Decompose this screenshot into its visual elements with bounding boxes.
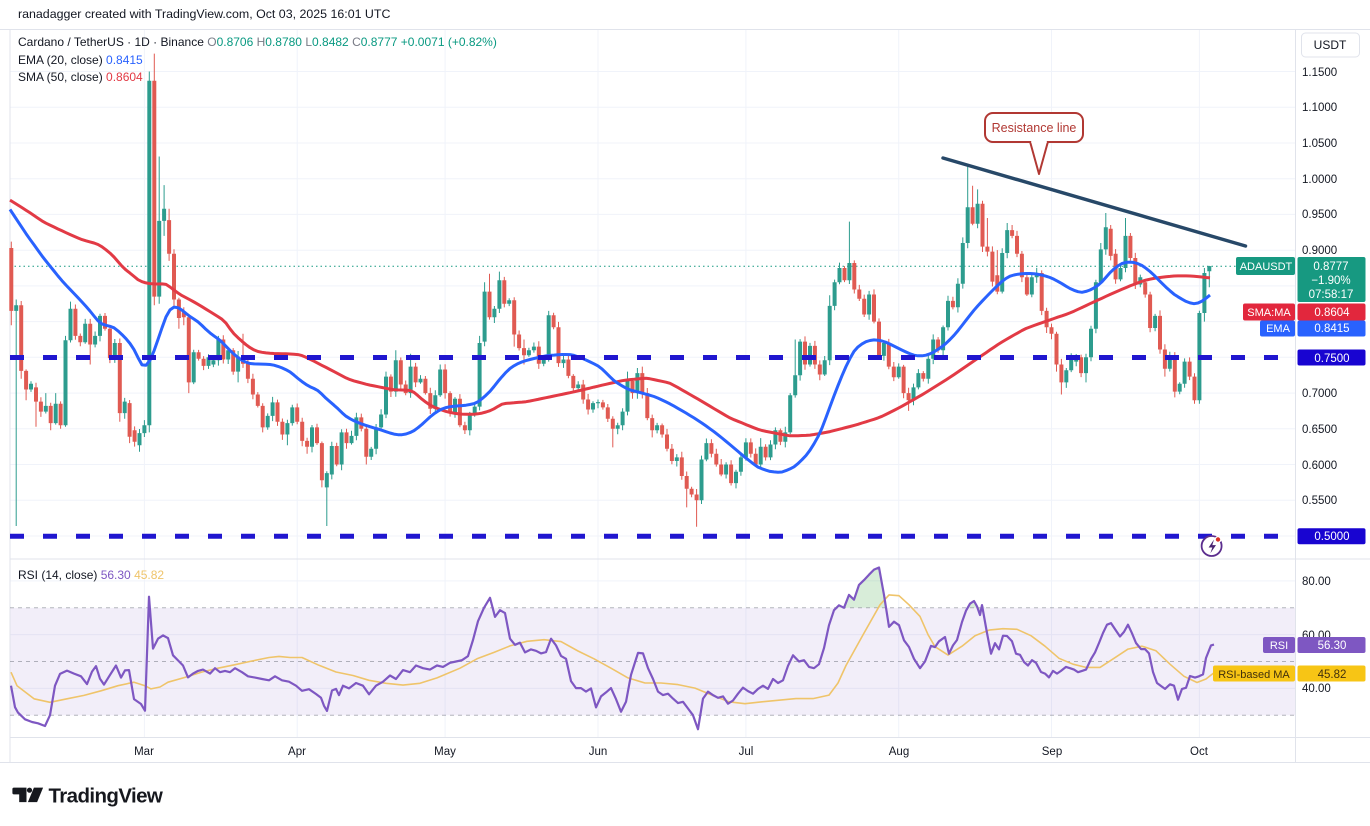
svg-text:1.1500: 1.1500 — [1302, 67, 1337, 79]
svg-text:Apr: Apr — [288, 746, 306, 758]
svg-text:Resistance line: Resistance line — [992, 121, 1077, 135]
svg-text:ranadagger created with Tradin: ranadagger created with TradingView.com,… — [18, 7, 390, 21]
svg-text:EMA (20, close) 0.8415: EMA (20, close) 0.8415 — [18, 53, 143, 67]
svg-text:−1.90%: −1.90% — [1311, 275, 1350, 287]
svg-text:0.6500: 0.6500 — [1302, 424, 1337, 436]
svg-text:SMA:MA: SMA:MA — [1247, 307, 1291, 319]
svg-text:Oct: Oct — [1190, 746, 1209, 758]
svg-text:Sep: Sep — [1042, 746, 1062, 758]
svg-text:ADAUSDT: ADAUSDT — [1240, 261, 1293, 273]
svg-text:45.82: 45.82 — [1318, 669, 1347, 681]
svg-text:0.6000: 0.6000 — [1302, 460, 1337, 472]
svg-text:Mar: Mar — [134, 746, 154, 758]
svg-text:May: May — [434, 746, 456, 758]
svg-text:0.9500: 0.9500 — [1302, 209, 1337, 221]
svg-text:Aug: Aug — [889, 746, 909, 758]
svg-text:1.0500: 1.0500 — [1302, 138, 1337, 150]
svg-text:RSI (14, close) 56.30 45.82: RSI (14, close) 56.30 45.82 — [18, 568, 164, 582]
svg-text:07:58:17: 07:58:17 — [1309, 289, 1354, 301]
svg-text:0.9000: 0.9000 — [1302, 245, 1337, 257]
svg-text:TradingView: TradingView — [49, 785, 163, 808]
svg-text:Jul: Jul — [739, 746, 754, 758]
svg-text:0.8777: 0.8777 — [1313, 261, 1348, 273]
svg-text:Cardano / TetherUS · 1D · Bina: Cardano / TetherUS · 1D · Binance O0.870… — [18, 35, 497, 49]
svg-text:56.30: 56.30 — [1318, 640, 1347, 652]
svg-text:SMA (50, close) 0.8604: SMA (50, close) 0.8604 — [18, 70, 143, 84]
svg-text:0.7000: 0.7000 — [1302, 388, 1337, 400]
svg-text:80.00: 80.00 — [1302, 576, 1331, 588]
svg-text:40.00: 40.00 — [1302, 683, 1331, 695]
svg-text:0.7500: 0.7500 — [1314, 353, 1349, 365]
svg-text:0.5000: 0.5000 — [1314, 531, 1349, 543]
svg-text:USDT: USDT — [1314, 38, 1347, 52]
svg-text:1.0000: 1.0000 — [1302, 174, 1337, 186]
svg-text:0.8415: 0.8415 — [1314, 323, 1349, 335]
svg-text:Jun: Jun — [589, 746, 608, 758]
svg-text:EMA: EMA — [1266, 323, 1291, 335]
svg-text:1.1000: 1.1000 — [1302, 102, 1337, 114]
svg-text:RSI: RSI — [1270, 640, 1288, 652]
svg-text:0.8604: 0.8604 — [1314, 307, 1350, 319]
svg-text:0.5500: 0.5500 — [1302, 495, 1337, 507]
svg-text:RSI-based MA: RSI-based MA — [1218, 669, 1290, 681]
